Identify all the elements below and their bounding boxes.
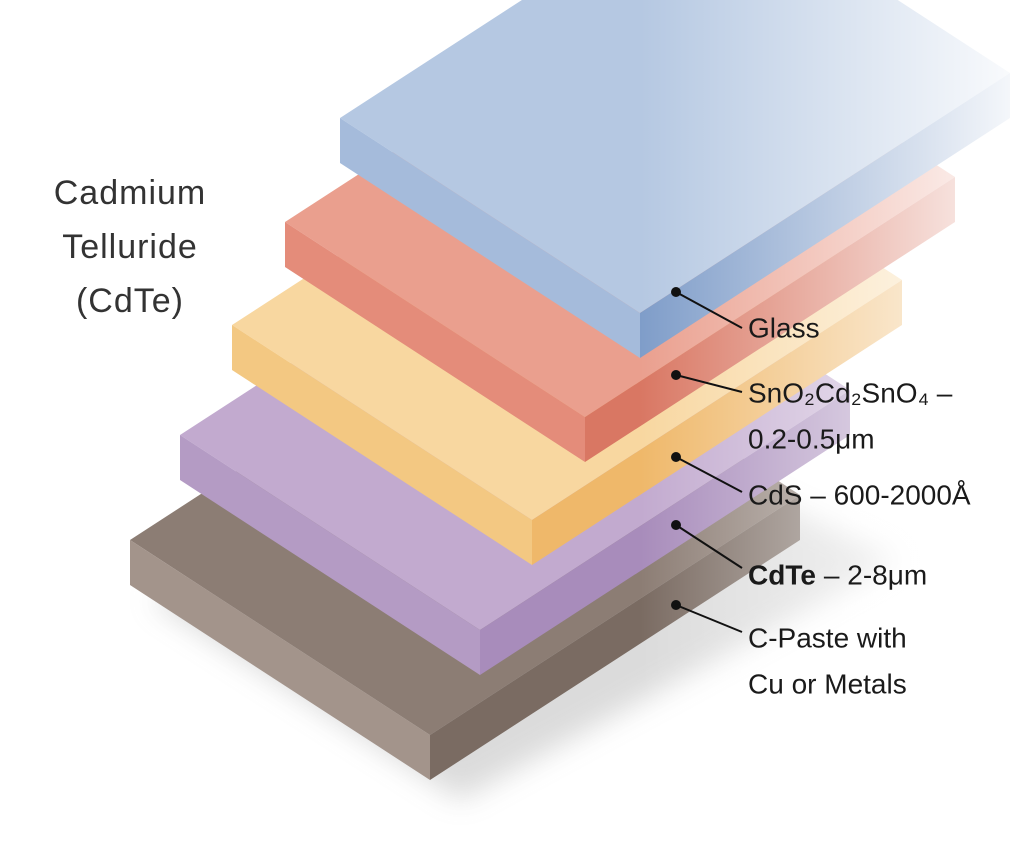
layer-label: SnO₂Cd₂SnO₄ – xyxy=(748,377,953,408)
slab-front xyxy=(340,118,640,358)
slab-front xyxy=(285,222,585,462)
layer-label: CdS – 600-2000Å xyxy=(748,479,971,510)
layer-labels: Glass SnO₂Cd₂SnO₄ – 0.2-0.5μm CdS – 600-200… xyxy=(671,287,971,699)
leader-line xyxy=(675,456,743,493)
fade-overlay xyxy=(640,0,1024,847)
slab-front xyxy=(232,325,532,565)
leader-line xyxy=(675,291,743,329)
leader-line xyxy=(675,604,743,633)
title-line: Cadmium xyxy=(54,174,206,212)
leader-line xyxy=(675,374,743,393)
layer-label-bold: CdTe xyxy=(748,559,816,590)
layer-label: Cu or Metals xyxy=(748,668,907,699)
title-line: (CdTe) xyxy=(76,282,184,320)
layer-label: 0.2-0.5μm xyxy=(748,423,875,454)
slab-front xyxy=(130,540,430,780)
title-line: Telluride xyxy=(62,228,198,266)
slab-front xyxy=(180,435,480,675)
layer-label: C-Paste with xyxy=(748,622,907,653)
leader-line xyxy=(675,524,743,569)
layer-label: Glass xyxy=(748,312,820,343)
layer-label: – 2-8μm xyxy=(824,559,927,590)
title: Cadmium Telluride (CdTe) xyxy=(54,174,206,320)
